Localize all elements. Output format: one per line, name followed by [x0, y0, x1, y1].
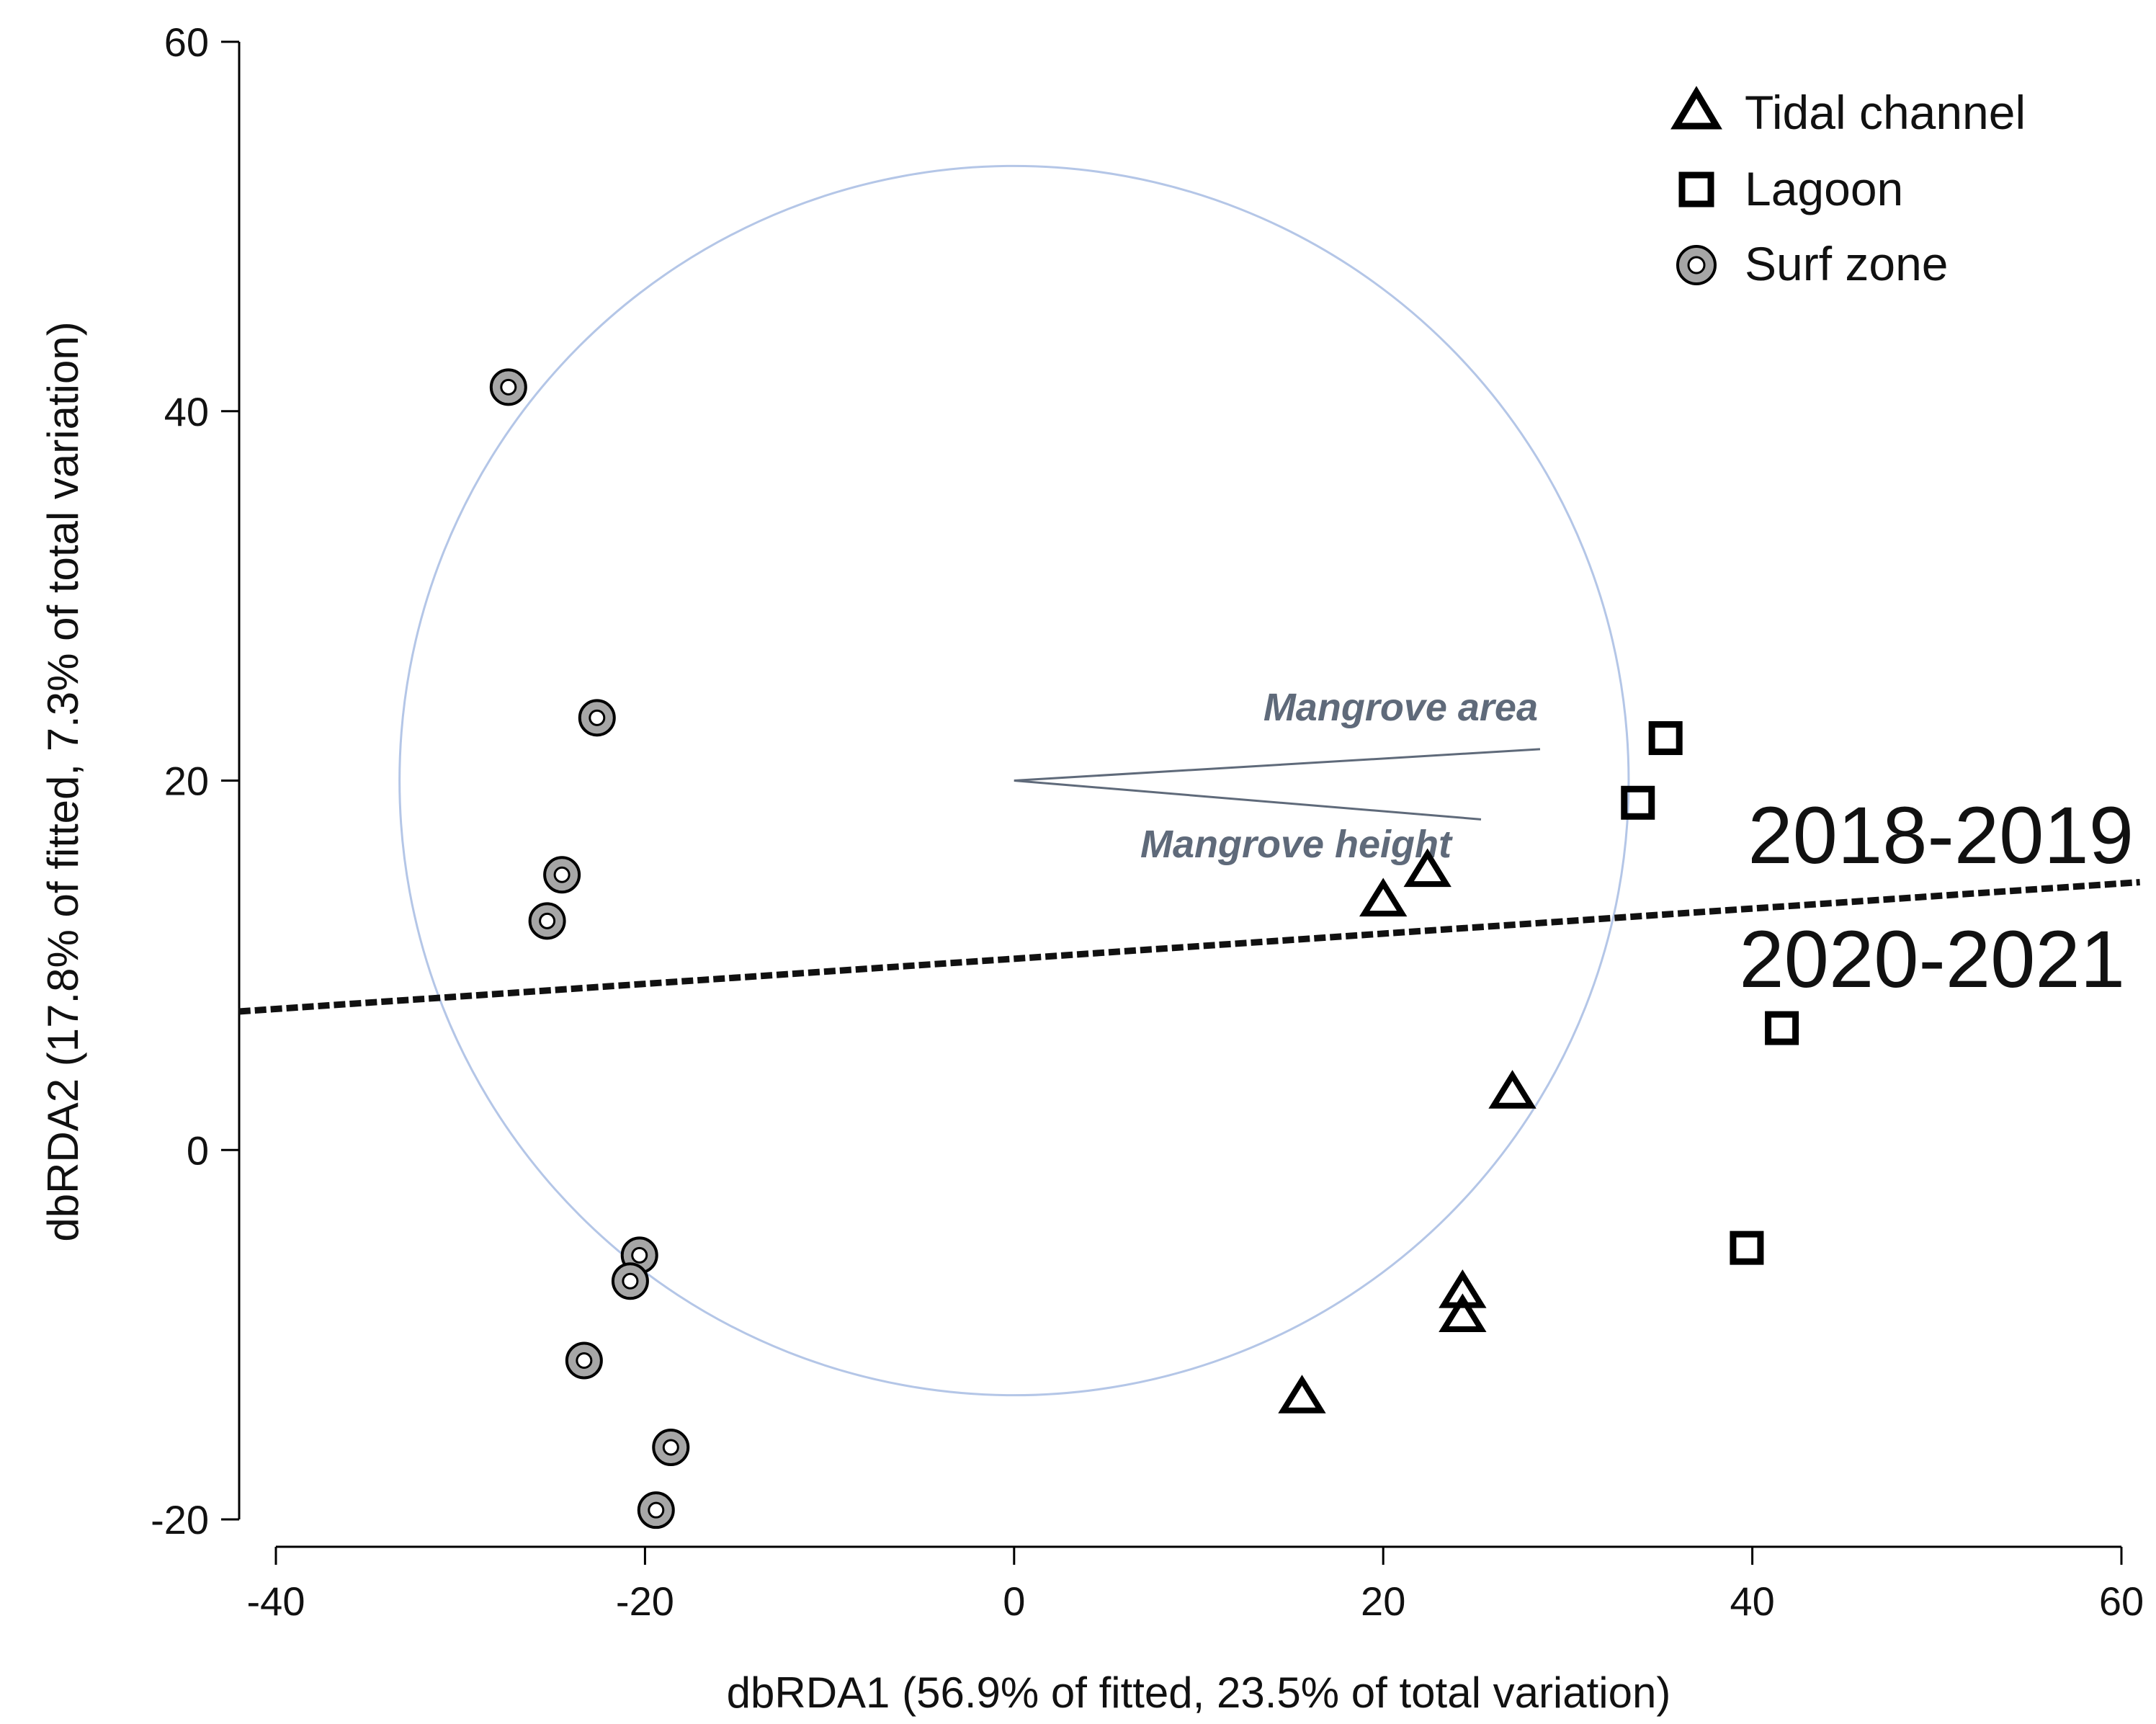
- y-axis-ticks: -20 0 20 40 60: [151, 19, 239, 1542]
- point-surf-zone: [565, 1341, 603, 1380]
- x-tick-label: 60: [2099, 1578, 2144, 1624]
- x-axis: -40 -20 0 20 40 60 dbRDA1 (56.9% of fitted, 2…: [247, 1545, 2144, 1717]
- point-tidal-channel: [1403, 848, 1452, 888]
- legend-marker-circle-inner: [1687, 256, 1706, 274]
- x-tick-label: -40: [247, 1578, 305, 1624]
- legend-label-lagoon: Lagoon: [1745, 162, 1903, 215]
- point-lagoon: [1621, 785, 1655, 820]
- legend-marker-triangle: [1670, 86, 1722, 130]
- x-tick-label: 40: [1730, 1578, 1774, 1624]
- x-axis-ticks: -40 -20 0 20 40 60: [247, 1547, 2144, 1624]
- vector-label-mangrove-height: Mangrove height: [1140, 823, 1453, 866]
- point-lagoon: [1765, 1011, 1799, 1045]
- point-surf-zone: [543, 856, 581, 894]
- point-surf-zone: [637, 1491, 675, 1529]
- period-divider: 2018-2019 2020-2021: [238, 790, 2140, 1015]
- point-surf-zone: [578, 699, 616, 737]
- legend-marker-square: [1678, 171, 1714, 207]
- point-surf-zone: [489, 368, 527, 406]
- point-surf-zone: [528, 902, 566, 940]
- point-lagoon: [1730, 1231, 1764, 1265]
- legend-label-surf-zone: Surf zone: [1745, 237, 1949, 290]
- legend-item-lagoon: Lagoon: [1678, 162, 1903, 215]
- y-tick-label: 20: [164, 759, 209, 804]
- vector-mangrove-height: [1014, 780, 1482, 821]
- point-tidal-channel: [1439, 1293, 1487, 1332]
- y-axis: -20 0 20 40 60 dbRDA2 (17.8% of fitted, 7.3%…: [39, 19, 241, 1542]
- point-tidal-channel: [1439, 1269, 1487, 1308]
- point-surf-zone: [611, 1262, 649, 1300]
- correlation-circle: [398, 164, 1630, 1397]
- x-axis-label: dbRDA1 (56.9% of fitted, 23.5% of total …: [727, 1669, 1671, 1717]
- period-label-2020-2021: 2020-2021: [1739, 914, 2125, 1004]
- point-lagoon: [1648, 721, 1683, 756]
- y-tick-label: 60: [164, 19, 209, 65]
- point-tidal-channel: [1488, 1070, 1537, 1109]
- period-divider-line: [238, 879, 2140, 1015]
- point-tidal-channel: [1359, 877, 1408, 917]
- point-surf-zone: [652, 1429, 690, 1467]
- y-axis-label: dbRDA2 (17.8% of fitted, 7.3% of total v…: [39, 321, 87, 1241]
- legend-label-tidal-channel: Tidal channel: [1745, 86, 2026, 139]
- x-tick-label: -20: [616, 1578, 674, 1624]
- data-points: [489, 368, 1799, 1529]
- vector-mangrove-area: [1014, 748, 1541, 782]
- y-tick-label: 0: [187, 1127, 209, 1173]
- x-tick-label: 0: [1003, 1578, 1025, 1624]
- environmental-vectors: Mangrove area Mangrove height: [1014, 686, 1541, 866]
- y-tick-label: -20: [151, 1497, 209, 1542]
- period-label-2018-2019: 2018-2019: [1748, 790, 2134, 880]
- vector-label-mangrove-area: Mangrove area: [1263, 686, 1538, 729]
- point-tidal-channel: [1278, 1375, 1326, 1413]
- y-tick-label: 40: [164, 389, 209, 434]
- legend-item-tidal-channel: Tidal channel: [1670, 86, 2026, 139]
- legend-item-surf-zone: Surf zone: [1676, 237, 1949, 290]
- legend: Tidal channel Lagoon Surf zone: [1670, 86, 2026, 290]
- x-tick-label: 20: [1361, 1578, 1405, 1624]
